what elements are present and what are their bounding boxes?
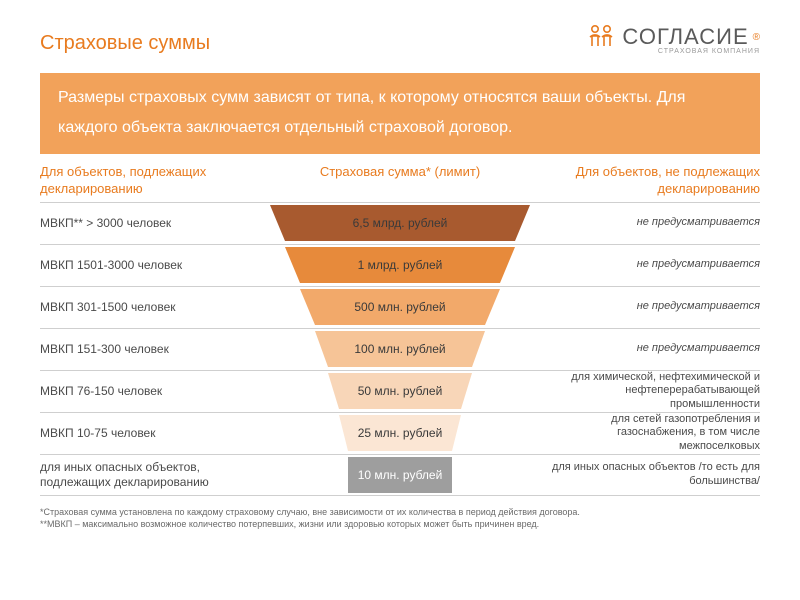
row-right-label: для сетей газопотребления и газоснабжени… — [540, 413, 760, 453]
row-right-label: для иных опасных объектов /то есть для б… — [540, 461, 760, 487]
row-right-label: не предусматривается — [540, 300, 760, 313]
footnote: *Страховая сумма установлена по каждому … — [40, 506, 760, 530]
funnel-value: 25 млн. рублей — [358, 426, 443, 440]
row-left-label: МВКП 10-75 человек — [40, 426, 260, 440]
row-right-label: для химической, нефтехимической и нефтеп… — [540, 371, 760, 411]
company-logo: СОГЛАСИЕ ® СТРАХОВАЯ КОМПАНИЯ — [584, 24, 760, 55]
row-right-label: не предусматривается — [540, 258, 760, 271]
intro-banner: Размеры страховых сумм зависят от типа, … — [40, 73, 760, 154]
table-row: МВКП 301-1500 человек 500 млн. рублей не п… — [40, 286, 760, 328]
row-left-label: МВКП 76-150 человек — [40, 384, 260, 398]
header-left: Для объектов, подлежащих декларированию — [40, 164, 260, 198]
row-left-label: МВКП** > 3000 человек — [40, 216, 260, 230]
slide: СОГЛАСИЕ ® СТРАХОВАЯ КОМПАНИЯ Страховые … — [0, 0, 800, 530]
funnel-cell: 100 млн. рублей — [260, 329, 540, 370]
funnel-value: 6,5 млрд. рублей — [353, 216, 448, 230]
funnel-value: 100 млн. рублей — [354, 342, 445, 356]
table-row: МВКП** > 3000 человек 6,5 млрд. рублей не … — [40, 202, 760, 244]
funnel-value: 500 млн. рублей — [354, 300, 445, 314]
row-left-label: МВКП 151-300 человек — [40, 342, 260, 356]
funnel-cell: 10 млн. рублей — [260, 455, 540, 495]
table-row: МВКП 10-75 человек 25 млн. рублей для сете… — [40, 412, 760, 454]
row-right-label: не предусматривается — [540, 216, 760, 229]
funnel-cell: 1 млрд. рублей — [260, 245, 540, 286]
funnel-value: 10 млн. рублей — [358, 468, 443, 482]
row-right-label: не предусматривается — [540, 342, 760, 355]
registered-icon: ® — [753, 32, 760, 43]
row-left-label: для иных опасных объектов, подлежащих де… — [40, 460, 260, 489]
table-row: МВКП 76-150 человек 50 млн. рублей для хим… — [40, 370, 760, 412]
funnel-cell: 25 млн. рублей — [260, 413, 540, 454]
row-left-label: МВКП 301-1500 человек — [40, 300, 260, 314]
table-row: для иных опасных объектов, подлежащих де… — [40, 454, 760, 496]
people-icon — [584, 24, 618, 50]
header-mid: Страховая сумма* (лимит) — [260, 164, 540, 198]
table-row: МВКП 1501-3000 человек 1 млрд. рублей не п… — [40, 244, 760, 286]
header-right: Для объектов, не подлежащих декларирован… — [540, 164, 760, 198]
row-left-label: МВКП 1501-3000 человек — [40, 258, 260, 272]
funnel-cell: 50 млн. рублей — [260, 371, 540, 412]
funnel-cell: 500 млн. рублей — [260, 287, 540, 328]
table-row: МВКП 151-300 человек 100 млн. рублей не пр… — [40, 328, 760, 370]
funnel-value: 1 млрд. рублей — [358, 258, 443, 272]
funnel-table: МВКП** > 3000 человек 6,5 млрд. рублей не … — [40, 202, 760, 496]
column-headers: Для объектов, подлежащих декларированию … — [40, 164, 760, 198]
funnel-value: 50 млн. рублей — [358, 384, 443, 398]
funnel-cell: 6,5 млрд. рублей — [260, 203, 540, 244]
logo-text: СОГЛАСИЕ — [622, 24, 748, 50]
